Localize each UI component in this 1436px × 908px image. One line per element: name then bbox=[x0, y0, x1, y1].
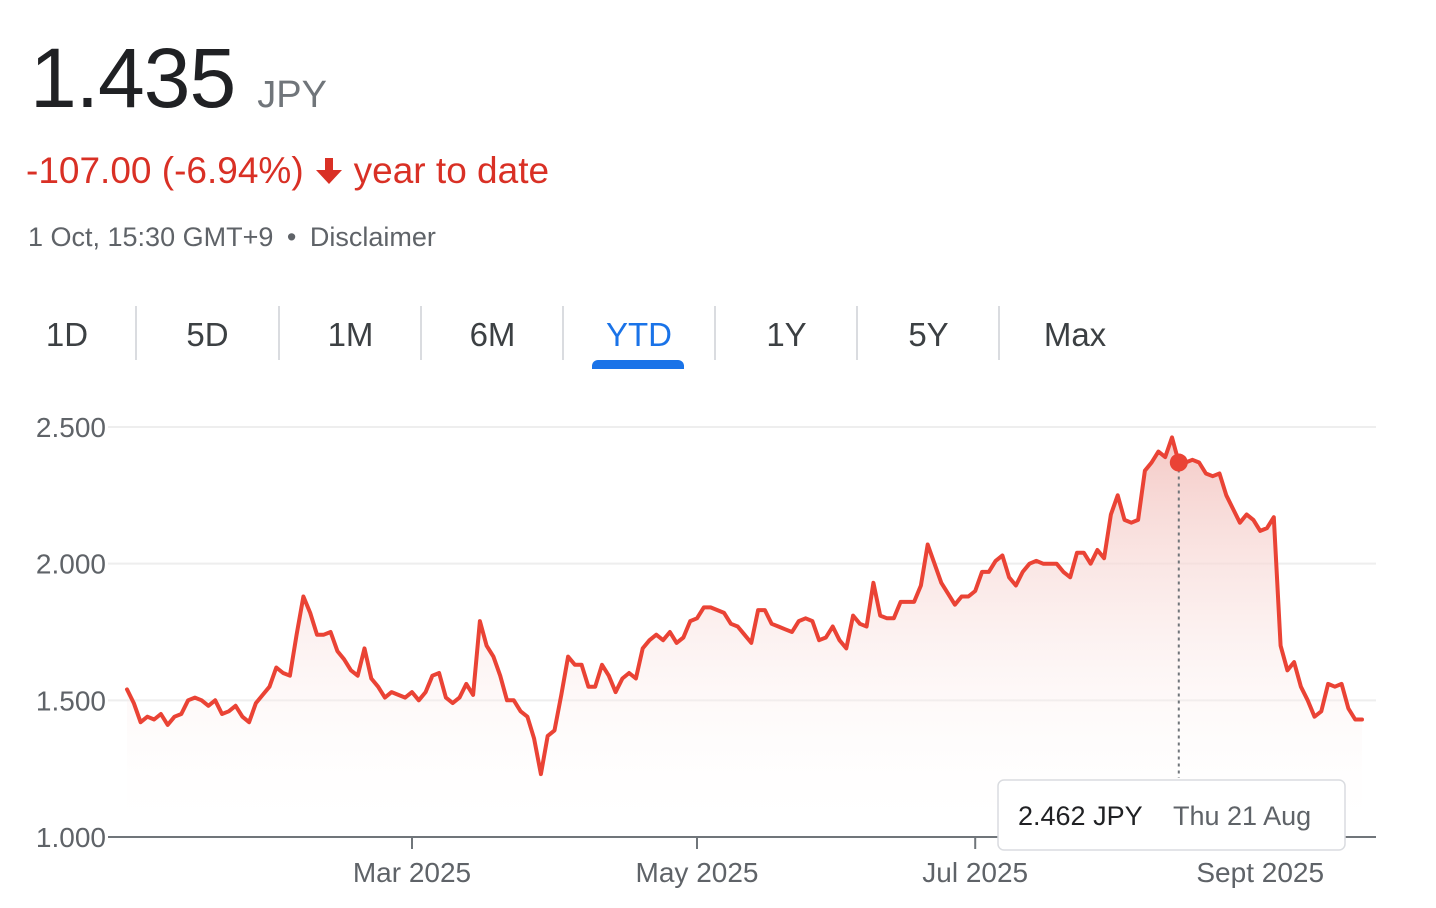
timestamp-row: 1 Oct, 15:30 GMT+9 • Disclaimer bbox=[28, 222, 436, 253]
tooltip-date: Thu 21 Aug bbox=[1173, 801, 1311, 831]
tab-divider bbox=[420, 306, 422, 360]
price-header: 1.435 JPY bbox=[30, 36, 327, 126]
x-tick-label: Sept 2025 bbox=[1196, 857, 1324, 888]
tab-label: 5Y bbox=[908, 316, 949, 353]
separator-dot: • bbox=[286, 222, 297, 252]
tab-divider bbox=[856, 306, 858, 360]
timestamp: 1 Oct, 15:30 GMT+9 bbox=[28, 222, 274, 252]
tab-ytd[interactable]: YTD bbox=[564, 298, 714, 372]
disclaimer-link[interactable]: Disclaimer bbox=[309, 222, 436, 252]
tab-max[interactable]: Max bbox=[1000, 298, 1150, 372]
tab-label: 6M bbox=[469, 316, 516, 353]
x-tick-label: Mar 2025 bbox=[353, 857, 471, 888]
current-price: 1.435 bbox=[30, 31, 236, 125]
tab-divider bbox=[714, 306, 716, 360]
circle-marker-icon bbox=[1169, 453, 1188, 472]
y-tick-label: 1.500 bbox=[36, 685, 106, 716]
tab-divider bbox=[998, 306, 1000, 360]
x-tick-label: Jul 2025 bbox=[922, 857, 1028, 888]
tab-label: Max bbox=[1043, 316, 1107, 353]
tab-divider bbox=[135, 306, 137, 360]
y-tick-label: 1.000 bbox=[36, 822, 106, 853]
tooltip-value: 2.462 JPY bbox=[1018, 801, 1143, 831]
y-axis-ticks: 2.500 2.000 1.500 1.000 bbox=[36, 412, 106, 853]
tab-6m[interactable]: 6M bbox=[422, 298, 563, 372]
hover-tooltip: 2.462 JPY Thu 21 Aug bbox=[997, 779, 1346, 851]
tab-label: 1M bbox=[327, 316, 374, 353]
x-axis-ticks: Mar 2025 May 2025 Jul 2025 Sept 2025 bbox=[353, 837, 1324, 888]
tab-divider bbox=[278, 306, 280, 360]
y-tick-label: 2.000 bbox=[36, 549, 106, 580]
price-line bbox=[125, 435, 1364, 777]
currency-label: JPY bbox=[257, 74, 327, 116]
active-tab-indicator bbox=[592, 360, 684, 369]
tab-1d[interactable]: 1D bbox=[0, 298, 134, 372]
tab-5y[interactable]: 5Y bbox=[858, 298, 999, 372]
range-tabs: 1D 5D 1M 6M YTD 1Y 5Y Max bbox=[0, 298, 1160, 372]
x-tick-label: May 2025 bbox=[636, 857, 759, 888]
tab-1y[interactable]: 1Y bbox=[716, 298, 857, 372]
tab-label: 5D bbox=[186, 316, 229, 353]
tab-5d[interactable]: 5D bbox=[137, 298, 278, 372]
tab-label: YTD bbox=[606, 316, 672, 353]
change-summary: -107.00 (-6.94%) year to date bbox=[26, 150, 549, 192]
arrow-down-icon bbox=[315, 156, 342, 186]
tab-label: 1Y bbox=[766, 316, 807, 353]
y-tick-label: 2.500 bbox=[36, 412, 106, 443]
tab-1m[interactable]: 1M bbox=[280, 298, 421, 372]
price-chart[interactable]: 2.500 2.000 1.500 1.000 Mar 2025 May 2025 Jul… bbox=[0, 380, 1436, 900]
tab-divider bbox=[562, 306, 564, 360]
tab-label: 1D bbox=[45, 316, 89, 353]
change-value: -107.00 (-6.94%) bbox=[26, 150, 304, 191]
change-period-label: year to date bbox=[353, 150, 550, 191]
tooltip-box bbox=[997, 779, 1346, 851]
